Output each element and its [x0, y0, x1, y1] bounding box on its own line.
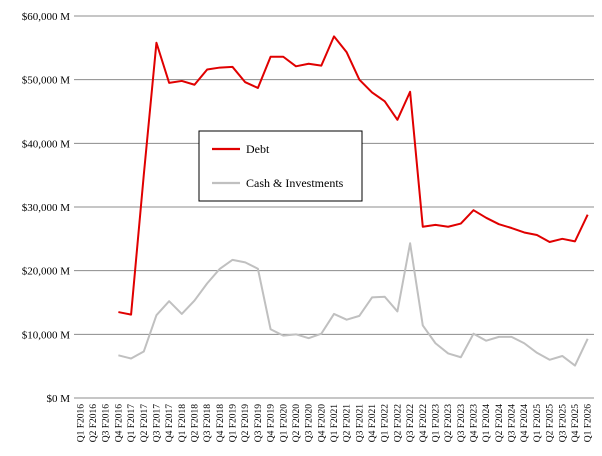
x-tick-label: Q3 F2016: [102, 404, 112, 443]
x-tick-label: Q2 F2023: [444, 404, 454, 443]
series-lines: [118, 35, 589, 367]
x-tick-label: Q3 F2024: [508, 404, 518, 443]
y-tick-label: $40,000 M: [22, 138, 71, 150]
x-tick-label: Q4 F2019: [267, 404, 277, 443]
x-tick-label: Q1 F2016: [76, 404, 86, 443]
x-tick-label: Q1 F2023: [431, 404, 441, 443]
series-line-debt: [118, 35, 589, 316]
x-tick-label: Q2 F2024: [495, 404, 505, 443]
x-tick-label: Q2 F2021: [343, 404, 353, 443]
x-axis-tick-labels: Q1 F2016 Q2 F2016 Q3 F2016 Q4 F2016 Q1 F2017…: [76, 404, 593, 443]
x-tick-label: Q4 F2025: [571, 404, 581, 443]
y-tick-label: $20,000 M: [22, 266, 71, 278]
x-tick-label: Q1 F2026: [584, 404, 594, 443]
x-tick-label: Q1 F2025: [533, 404, 543, 443]
x-tick-label: Q2 F2018: [190, 404, 200, 443]
y-tick-label: $60,000 M: [22, 11, 71, 23]
x-tick-label: Q3 F2017: [152, 404, 162, 443]
x-tick-label: Q4 F2022: [419, 404, 429, 443]
x-tick-label: Q3 F2020: [305, 404, 315, 443]
series-line-cash-investments: [118, 242, 589, 367]
x-tick-label: Q4 F2023: [470, 404, 480, 443]
gridlines: [74, 15, 594, 399]
x-tick-label: Q4 F2018: [216, 404, 226, 443]
x-tick-label: Q1 F2021: [330, 404, 340, 443]
x-tick-label: Q1 F2020: [279, 404, 289, 443]
x-tick-label: Q3 F2023: [457, 404, 467, 443]
x-tick-label: Q2 F2020: [292, 404, 302, 443]
y-tick-label: $50,000 M: [22, 75, 71, 87]
x-tick-label: Q4 F2020: [317, 404, 327, 443]
x-tick-label: Q1 F2024: [482, 404, 492, 443]
legend: Debt Cash & Investments: [198, 130, 363, 202]
y-tick-label: $0 M: [46, 393, 70, 405]
x-tick-label: Q1 F2017: [127, 404, 137, 443]
x-tick-label: Q2 F2022: [393, 404, 403, 443]
x-tick-label: Q2 F2017: [140, 404, 150, 443]
x-tick-label: Q4 F2021: [368, 404, 378, 443]
x-tick-label: Q1 F2019: [229, 404, 239, 443]
x-tick-label: Q3 F2022: [406, 404, 416, 443]
x-tick-label: Q3 F2019: [254, 404, 264, 443]
y-axis-tick-labels: $0 M $10,000 M $20,000 M $30,000 M $40,000 M…: [22, 11, 71, 405]
x-tick-label: Q3 F2025: [558, 404, 568, 443]
x-tick-label: Q1 F2022: [381, 404, 391, 443]
x-tick-label: Q4 F2024: [520, 404, 530, 443]
x-tick-label: Q2 F2025: [546, 404, 556, 443]
x-tick-label: Q3 F2021: [355, 404, 365, 443]
x-tick-label: Q2 F2019: [241, 404, 251, 443]
legend-label-debt: Debt: [246, 142, 270, 156]
legend-label-cash-investments: Cash & Investments: [246, 176, 344, 190]
y-tick-label: $10,000 M: [22, 329, 71, 341]
x-tick-label: Q3 F2018: [203, 404, 213, 443]
x-tick-label: Q2 F2016: [89, 404, 99, 443]
x-tick-label: Q4 F2016: [114, 404, 124, 443]
legend-box: [198, 130, 363, 202]
x-tick-label: Q4 F2017: [165, 404, 175, 443]
x-tick-label: Q1 F2018: [178, 404, 188, 443]
y-tick-label: $30,000 M: [22, 202, 71, 214]
